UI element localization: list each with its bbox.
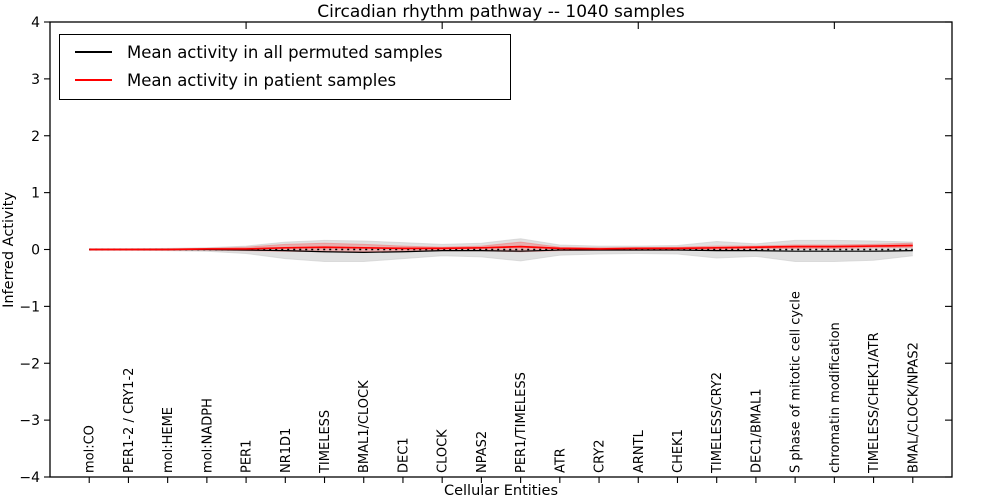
x-tick-label: PER1/TIMELESS [514, 372, 529, 473]
permuted-activity-range-lower-edge [89, 249, 913, 262]
legend-label-patient: Mean activity in patient samples [127, 70, 397, 90]
x-tick-label: NPAS2 [475, 431, 490, 473]
legend-line-permuted-icon [75, 51, 112, 53]
x-tick-label: chromatin modification [828, 322, 843, 473]
x-tick-label: PER1 [240, 440, 255, 473]
x-tick-label: TIMELESS/CHEK1/ATR [867, 332, 882, 474]
x-tick-label: ARNTL [632, 429, 647, 473]
x-tick-label: mol:NADPH [200, 398, 215, 473]
y-tick-label: 0 [31, 243, 40, 259]
legend-item-patient: Mean activity in patient samples [60, 69, 510, 91]
x-tick-label: mol:CO [83, 425, 98, 473]
x-tick-label: TIMELESS [318, 410, 333, 474]
y-axis-label: Inferred Activity [1, 192, 17, 308]
x-tick-label: TIMELESS/CRY2 [710, 372, 725, 474]
patient-activity-range-upper-edge [89, 241, 913, 250]
x-tick-label: ATR [553, 448, 568, 473]
y-tick-label: 3 [31, 72, 40, 88]
x-tick-label: DEC1 [396, 437, 411, 473]
permuted-activity-range-upper-edge [89, 238, 913, 250]
x-tick-label: mol:HEME [161, 407, 176, 473]
plot-generated-layer: mol:CO PER1-2 / CRY1-2 mol:HEME mol:NADPH PE… [19, 15, 953, 486]
permuted-mean-line [89, 248, 913, 253]
x-axis-label: Cellular Entities [444, 483, 558, 499]
x-tick-label: PER1-2 / CRY1-2 [122, 368, 137, 473]
legend-item-permuted: Mean activity in all permuted samples [60, 41, 510, 63]
x-tick-label: CLOCK [436, 429, 451, 473]
x-tick-label: BMAL/CLOCK/NPAS2 [906, 342, 921, 473]
y-tick-label: −3 [19, 413, 40, 429]
y-tick-label: −1 [19, 299, 40, 315]
y-tick-label: −4 [19, 470, 40, 486]
x-tick-label: CHEK1 [671, 429, 686, 473]
legend-line-patient-icon [75, 79, 112, 81]
y-tick-label: −2 [19, 356, 40, 372]
y-tick-label: 1 [31, 186, 40, 202]
legend-label-permuted: Mean activity in all permuted samples [127, 42, 443, 62]
x-tick-label: S phase of mitotic cell cycle [789, 291, 804, 473]
legend: Mean activity in all permuted samples Me… [59, 34, 511, 100]
x-tick-label: NR1D1 [279, 428, 294, 473]
patient-mean-line [89, 244, 913, 251]
y-tick-label: 2 [31, 129, 40, 145]
chart-title: Circadian rhythm pathway -- 1040 samples [317, 2, 685, 22]
x-tick-label: DEC1/BMAL1 [749, 389, 764, 474]
x-tick-label: CRY2 [593, 440, 608, 474]
y-tick-label: 4 [31, 15, 40, 31]
x-tick-label: BMAL1/CLOCK [357, 380, 372, 473]
